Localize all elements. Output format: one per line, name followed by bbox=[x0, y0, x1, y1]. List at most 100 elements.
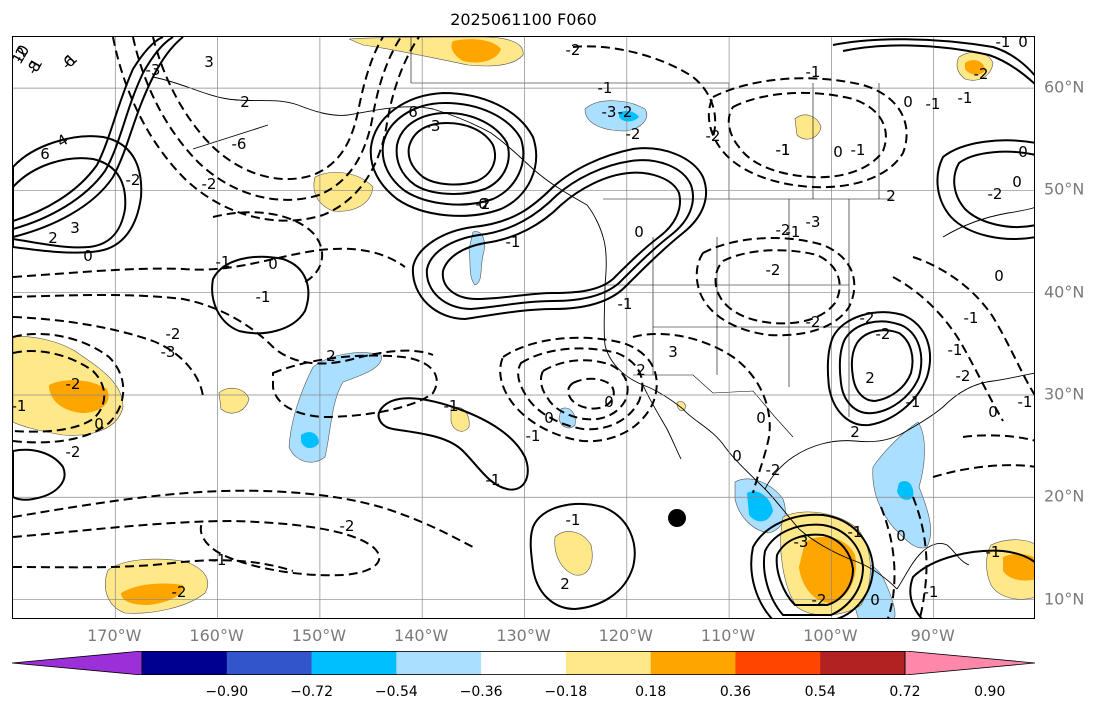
latitude-label: 40°N bbox=[1044, 282, 1085, 302]
coast-gulfmexico bbox=[764, 372, 1034, 490]
contour-label: -2 bbox=[476, 195, 491, 213]
contour-label: -1 bbox=[926, 95, 941, 113]
map-panel[interactable]: 10 8 6 6 4 3 2 0 -2 -3 3 -6 6 -3 0 -2 -1 -3 -2 -2 -1 -3 -2 -1 0-… bbox=[12, 36, 1035, 619]
coast-aleutians bbox=[192, 124, 269, 150]
contour-carib bbox=[909, 549, 1034, 618]
colorbar-tick-label: −0.54 bbox=[374, 684, 418, 700]
contour-label: 2 bbox=[48, 229, 58, 247]
contour-cenam-high-2 bbox=[763, 523, 865, 616]
contour-dash-south-band-2 bbox=[13, 519, 381, 577]
contour-label: -2 bbox=[806, 313, 821, 331]
contour-dash-bering-2 bbox=[132, 37, 402, 201]
contour-label: 0 bbox=[478, 195, 488, 213]
shade-orange-west bbox=[49, 380, 109, 413]
contour-label: -1 bbox=[566, 511, 581, 529]
contour-label: -1 bbox=[806, 63, 821, 81]
contour-label: -2 bbox=[66, 443, 81, 461]
shade-yellow-canada bbox=[794, 114, 822, 140]
shade-cyan-alaska bbox=[619, 110, 639, 122]
contour-dash-central-low bbox=[272, 354, 438, 419]
contour-west-coast-2 bbox=[13, 157, 127, 249]
contour-label: -2 bbox=[172, 583, 187, 601]
contour-label: 0 bbox=[604, 393, 614, 411]
contour-label: -1 bbox=[256, 288, 271, 306]
contour-label: -2 bbox=[988, 185, 1003, 203]
colorbar-over-arrow bbox=[904, 651, 1035, 675]
contour-dash-pacific-1 bbox=[13, 247, 406, 278]
longitude-label: 100°W bbox=[803, 626, 858, 645]
contour-label: -2 bbox=[974, 65, 989, 83]
colorbar-segment bbox=[226, 651, 313, 675]
shade-blue-pacific-2 bbox=[468, 231, 485, 286]
longitude-label: 160°W bbox=[189, 626, 244, 645]
shade-yellow-pac-4 bbox=[554, 531, 593, 576]
contour-label: -2 bbox=[202, 175, 217, 193]
contour-pac-south bbox=[529, 503, 636, 611]
contour-label: -1 bbox=[776, 141, 791, 159]
contour-label: -1 bbox=[786, 223, 801, 241]
contour-label: 2 bbox=[886, 187, 896, 205]
latitude-label: 50°N bbox=[1044, 179, 1085, 199]
contour-dash-sub-low bbox=[499, 336, 658, 443]
contour-dash-bering bbox=[152, 37, 384, 181]
colorbar-segment bbox=[650, 651, 736, 675]
coast-alaska bbox=[152, 76, 604, 238]
colorbar-tick-label: 0.54 bbox=[804, 684, 836, 700]
shade-yellow-gulfak bbox=[313, 172, 374, 212]
contour-dash-mexico bbox=[632, 332, 771, 494]
contour-label: -1 bbox=[948, 341, 963, 359]
contour-dash-east-2 bbox=[932, 464, 1034, 478]
longitude-label: 90°W bbox=[910, 626, 955, 645]
colorbar-segment bbox=[311, 651, 397, 675]
shade-blue-alaska bbox=[584, 100, 647, 132]
contour-label: -2 bbox=[860, 309, 875, 327]
contour-label: -1 bbox=[506, 233, 521, 251]
contour-label: -1 bbox=[58, 50, 81, 73]
longitude-label: 140°W bbox=[394, 626, 449, 645]
colorbar-segment bbox=[735, 651, 821, 675]
contour-label: -3 bbox=[146, 61, 161, 79]
contour-east-high bbox=[936, 139, 1034, 240]
contour-label: 2 bbox=[850, 423, 860, 441]
contour-label: -2 bbox=[766, 461, 781, 479]
shade-yellow-pac-2 bbox=[218, 387, 250, 414]
contour-nw-bands-2 bbox=[13, 37, 174, 230]
contour-pac-low bbox=[211, 255, 310, 335]
contour-dash-nw-canada bbox=[572, 45, 717, 138]
contour-dash-west-low-2 bbox=[13, 350, 106, 433]
latitude-label: 60°N bbox=[1044, 77, 1085, 97]
contour-label: -1 bbox=[848, 523, 863, 541]
contour-label: 0 bbox=[83, 247, 93, 265]
contour-dash-south-band-1 bbox=[13, 489, 474, 548]
contour-label: -2 bbox=[626, 125, 641, 143]
contour-label: -1 bbox=[986, 543, 1001, 561]
contour-label: -1 bbox=[851, 141, 866, 159]
contour-nw-bands bbox=[13, 37, 184, 238]
graticule bbox=[13, 37, 1034, 618]
contour-label: -2 bbox=[876, 325, 891, 343]
contour-label: 0 bbox=[94, 415, 104, 433]
latitude-label: 10°N bbox=[1044, 589, 1085, 609]
longitude-label: 150°W bbox=[291, 626, 347, 645]
contour-gulf-high-2 bbox=[838, 320, 923, 415]
contour-label: 0 bbox=[268, 255, 278, 273]
colorbar-tick-label: 0.18 bbox=[635, 684, 667, 700]
contour-label: -2 bbox=[812, 591, 827, 609]
shade-cyan-mexico bbox=[747, 491, 773, 522]
contour-label: 6 bbox=[40, 145, 50, 163]
contour-label: 0 bbox=[756, 409, 766, 427]
contour-dash-east bbox=[962, 434, 1034, 442]
latitude-label: 30°N bbox=[1044, 384, 1085, 404]
contour-label: 0 bbox=[544, 409, 554, 427]
contour-label: -2 bbox=[126, 171, 141, 189]
border-us-mexico bbox=[633, 374, 794, 438]
shade-cyan-pacific bbox=[301, 432, 319, 449]
contour-label: 3 bbox=[204, 53, 214, 71]
contour-pac-zero bbox=[377, 397, 529, 491]
contour-nw-bands-3 bbox=[13, 37, 164, 222]
contour-label: -6 bbox=[232, 135, 247, 153]
contour-gulf-high bbox=[826, 311, 931, 427]
coast-baja bbox=[642, 384, 682, 460]
longitude-label: 110°W bbox=[700, 626, 756, 645]
